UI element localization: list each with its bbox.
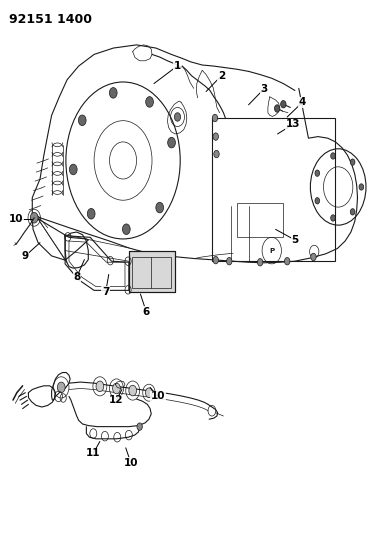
Circle shape bbox=[214, 150, 219, 158]
Text: 1: 1 bbox=[173, 61, 181, 71]
Circle shape bbox=[258, 259, 263, 266]
Circle shape bbox=[315, 170, 320, 176]
Circle shape bbox=[168, 138, 175, 148]
Circle shape bbox=[69, 164, 77, 175]
Text: 9: 9 bbox=[22, 251, 29, 261]
Text: 4: 4 bbox=[299, 97, 306, 107]
Circle shape bbox=[213, 256, 219, 264]
Text: 5: 5 bbox=[291, 235, 298, 245]
Circle shape bbox=[156, 202, 163, 213]
Circle shape bbox=[315, 198, 320, 204]
Text: P: P bbox=[269, 248, 274, 254]
Circle shape bbox=[350, 159, 355, 165]
Circle shape bbox=[174, 113, 180, 121]
Text: 3: 3 bbox=[260, 84, 268, 94]
Circle shape bbox=[213, 133, 219, 140]
Circle shape bbox=[359, 184, 364, 190]
Circle shape bbox=[146, 96, 153, 107]
Circle shape bbox=[96, 381, 104, 392]
Text: 10: 10 bbox=[151, 391, 165, 401]
Text: 6: 6 bbox=[143, 306, 150, 317]
Bar bbox=[129, 251, 175, 292]
Text: 2: 2 bbox=[218, 70, 225, 80]
Circle shape bbox=[275, 105, 280, 112]
Circle shape bbox=[311, 253, 316, 261]
Text: 13: 13 bbox=[286, 119, 300, 130]
Text: 11: 11 bbox=[86, 448, 101, 458]
Circle shape bbox=[113, 383, 120, 394]
Circle shape bbox=[331, 215, 335, 221]
Circle shape bbox=[123, 224, 130, 235]
Circle shape bbox=[109, 87, 117, 98]
Circle shape bbox=[137, 423, 142, 430]
Circle shape bbox=[145, 388, 152, 398]
Circle shape bbox=[129, 385, 137, 396]
Text: 10: 10 bbox=[9, 214, 23, 224]
Bar bbox=[132, 257, 170, 288]
Text: 7: 7 bbox=[102, 287, 109, 297]
Circle shape bbox=[212, 114, 218, 122]
Circle shape bbox=[78, 115, 86, 126]
Text: 8: 8 bbox=[73, 272, 80, 282]
Circle shape bbox=[30, 213, 38, 223]
Bar bbox=[212, 118, 335, 261]
Text: 92151 1400: 92151 1400 bbox=[9, 13, 92, 26]
Circle shape bbox=[280, 101, 286, 108]
Bar bbox=[129, 251, 175, 292]
Circle shape bbox=[350, 208, 355, 215]
Circle shape bbox=[284, 257, 290, 265]
Text: 10: 10 bbox=[124, 458, 138, 467]
Text: 12: 12 bbox=[109, 395, 124, 405]
Circle shape bbox=[226, 257, 232, 265]
Circle shape bbox=[88, 208, 95, 219]
Circle shape bbox=[331, 153, 335, 159]
Circle shape bbox=[58, 382, 65, 393]
Bar bbox=[237, 203, 283, 237]
